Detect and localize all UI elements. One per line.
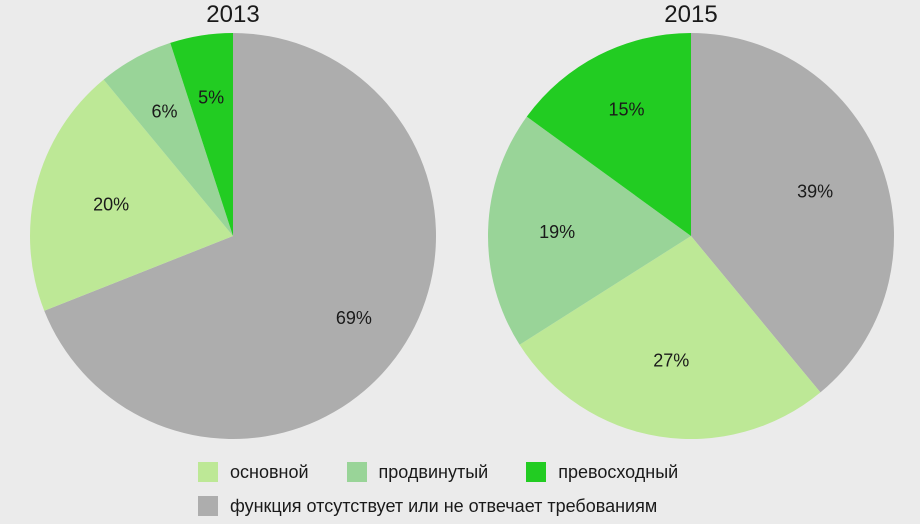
legend: основной продвинутый превосходный функци… [198, 455, 898, 523]
slice-label: 19% [539, 222, 575, 242]
legend-label-missing: функция отсутствует или не отвечает треб… [230, 495, 658, 516]
legend-label-advanced: продвинутый [378, 461, 489, 482]
legend-item-basic: основной [198, 462, 309, 483]
legend-label-excellent: превосходный [558, 461, 679, 482]
legend-item-advanced: продвинутый [346, 461, 489, 483]
legend-swatch-advanced [346, 462, 367, 482]
legend-label-basic: основной [230, 461, 309, 482]
slice-label: 5% [198, 88, 224, 108]
slice-label: 39% [797, 181, 833, 201]
slice-label: 27% [653, 350, 689, 370]
pie-chart-2015: 2015 39% 27% 19% 15% [488, 1, 894, 439]
legend-row-1: основной продвинутый превосходный [198, 455, 898, 489]
pie-slice [519, 236, 821, 439]
legend-swatch-basic [198, 462, 218, 482]
pie-slice [170, 33, 233, 236]
slice-label: 69% [336, 308, 372, 328]
pie-title: 2013 [206, 1, 259, 28]
slice-label: 6% [152, 101, 178, 121]
slice-label: 20% [93, 195, 129, 215]
pie-title: 2015 [664, 1, 717, 28]
pie-slice [526, 33, 691, 236]
pie-chart-2013: 2013 69% 20% 6% 5% [30, 1, 436, 439]
pie-charts: 2013 69% 20% 6% 5% 2015 39% 27% 19% 15% [30, 1, 894, 439]
pie-slice [44, 33, 436, 439]
legend-item-excellent: превосходный [526, 462, 678, 483]
pie-slice [488, 116, 691, 345]
pie-slice [691, 33, 894, 393]
pie-slice [103, 42, 233, 236]
legend-row-2: функция отсутствует или не отвечает треб… [198, 489, 898, 523]
pie-slice [30, 79, 234, 311]
slice-label: 15% [608, 99, 644, 119]
legend-swatch-excellent [526, 462, 547, 482]
legend-item-missing: функция отсутствует или не отвечает треб… [198, 496, 657, 517]
legend-swatch-missing [198, 496, 218, 516]
